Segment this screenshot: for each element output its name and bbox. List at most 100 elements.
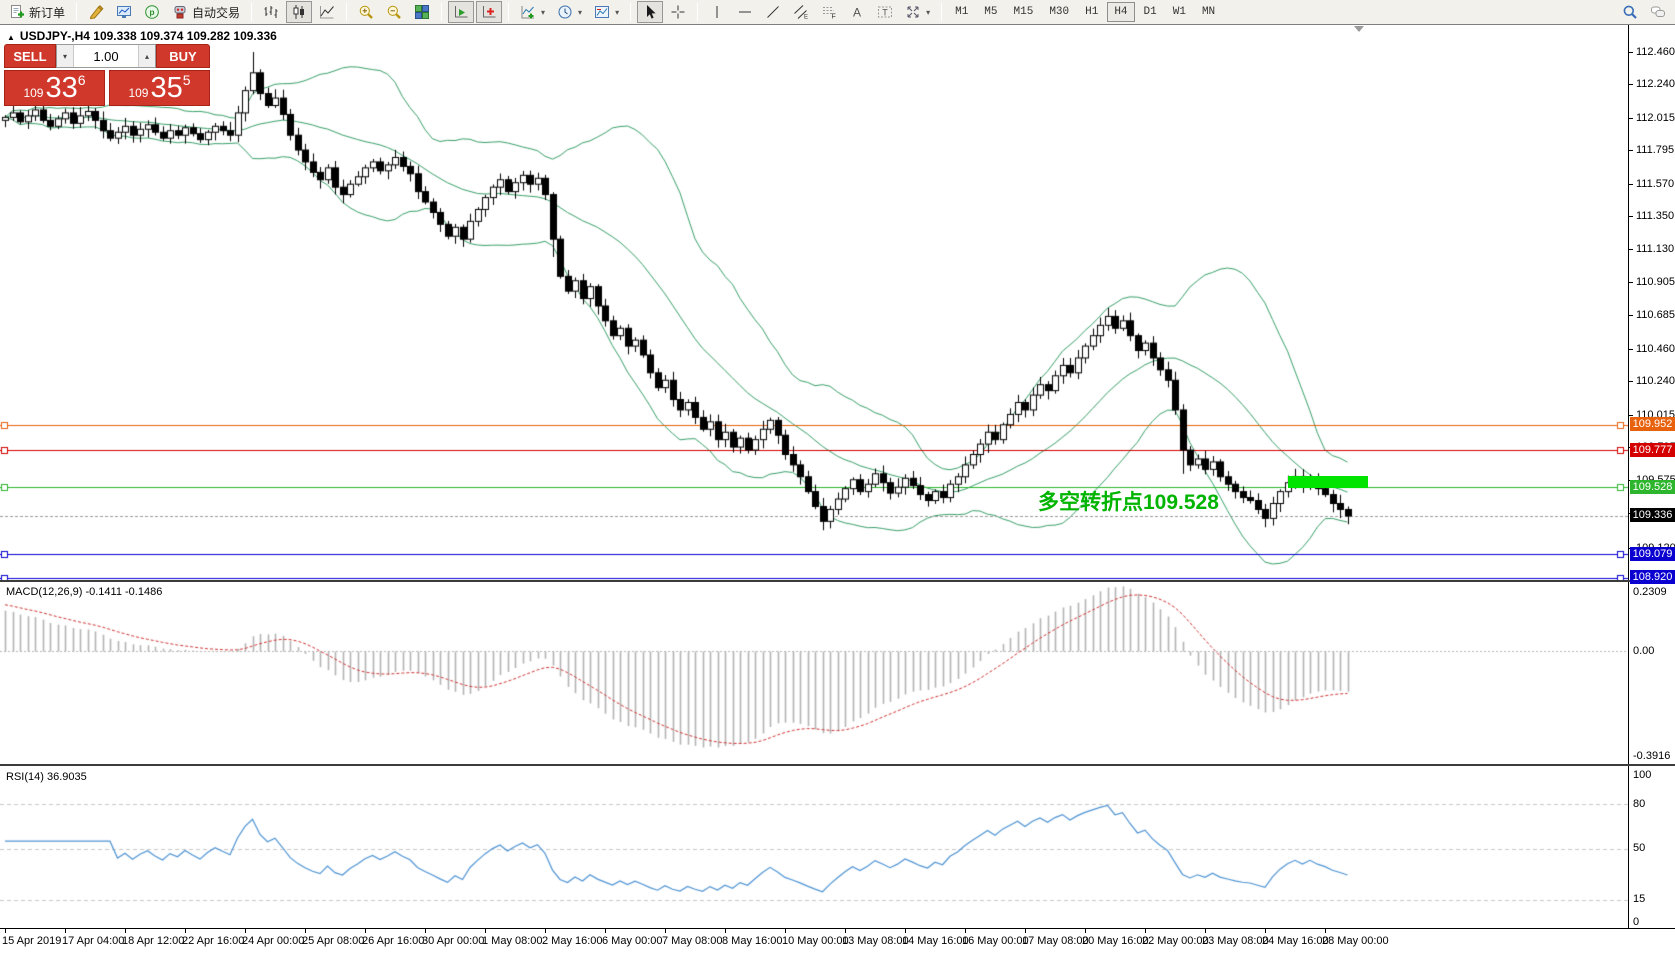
buy-price-panel[interactable]: 109 35 5	[109, 70, 210, 106]
time-tick	[245, 929, 246, 933]
time-label: 8 May 16:00	[722, 935, 783, 947]
chevron-down-icon[interactable]: ▾	[926, 7, 931, 17]
chart-shift-marker[interactable]	[1354, 26, 1364, 32]
signals-button[interactable]: p	[139, 1, 165, 23]
strategy-tester-button[interactable]	[111, 1, 137, 23]
rsi-axis-level: 80	[1633, 798, 1646, 810]
chevron-down-icon[interactable]: ▾	[615, 7, 620, 17]
horizontal-line-icon	[737, 4, 753, 20]
sell-price-prefix: 109	[23, 86, 44, 100]
sell-price-panel[interactable]: 109 33 6	[4, 70, 105, 106]
price-tick-label: 112.240	[1636, 78, 1675, 90]
chevron-down-icon[interactable]: ▾	[541, 7, 546, 17]
price-chart-canvas[interactable]	[0, 25, 1628, 580]
new-order-icon	[9, 4, 25, 20]
time-tick	[365, 929, 366, 933]
time-axis[interactable]: 15 Apr 2019 17 Apr 04:00 18 Apr 12:00 22 Ap…	[0, 928, 1675, 953]
horizontal-line-button[interactable]	[732, 1, 758, 23]
tile-windows-button[interactable]	[409, 1, 435, 23]
sell-button[interactable]: SELL	[4, 44, 56, 68]
timeframe-m15[interactable]: M15	[1007, 2, 1041, 22]
line-chart-button[interactable]	[314, 1, 340, 23]
toolbar-separator	[941, 3, 943, 21]
price-tick	[1629, 118, 1633, 119]
channel-icon: E	[793, 4, 809, 20]
search-button[interactable]	[1617, 1, 1643, 23]
text-button[interactable]: A	[844, 1, 870, 23]
time-tick	[425, 929, 426, 933]
price-tick-label: 110.460	[1636, 343, 1675, 355]
candlestick-button[interactable]	[286, 1, 313, 23]
hline-price-label: 109.952	[1630, 417, 1675, 431]
monitor-chart-icon	[116, 4, 132, 20]
tile-windows-icon	[414, 4, 430, 20]
time-label: 23 May 08:00	[1202, 935, 1269, 947]
time-tick	[545, 929, 546, 933]
signal-icon: p	[144, 4, 160, 20]
timeframe-h1[interactable]: H1	[1078, 2, 1105, 22]
timeframe-m5[interactable]: M5	[977, 2, 1004, 22]
price-tick	[1629, 216, 1633, 217]
time-tick	[785, 929, 786, 933]
rsi-panel-separator[interactable]	[0, 764, 1675, 766]
toolbar: 新订单 p 自动交易 ▾ ▾ ▾ E F A T ▾ M1 M5 M15 M30 H1 H4 D1 W1 MN	[0, 0, 1675, 25]
timeframe-w1[interactable]: W1	[1166, 2, 1193, 22]
timeframe-mn[interactable]: MN	[1195, 2, 1222, 22]
macd-panel-separator[interactable]	[0, 580, 1675, 582]
periods-button[interactable]: ▾	[552, 1, 587, 23]
metaeditor-button[interactable]	[83, 1, 109, 23]
zoom-in-icon	[358, 4, 374, 20]
price-tick-label: 111.350	[1636, 210, 1675, 222]
trendline-button[interactable]	[760, 1, 786, 23]
new-order-button[interactable]: 新订单	[4, 1, 70, 23]
cursor-button[interactable]	[637, 1, 664, 23]
timeframe-d1[interactable]: D1	[1137, 2, 1164, 22]
channel-button[interactable]: E	[788, 1, 814, 23]
highlight-rectangle[interactable]	[1288, 476, 1368, 488]
crosshair-button[interactable]	[665, 1, 691, 23]
time-label: 22 May 00:00	[1142, 935, 1209, 947]
zoom-out-button[interactable]	[381, 1, 407, 23]
svg-text:F: F	[832, 14, 836, 21]
rsi-indicator-label: RSI(14) 36.9035	[6, 771, 87, 783]
lot-decrease-button[interactable]: ▾	[57, 45, 74, 67]
fibonacci-button[interactable]: F	[816, 1, 842, 23]
timeframe-m1[interactable]: M1	[948, 2, 975, 22]
macd-indicator-label: MACD(12,26,9) -0.1411 -0.1486	[6, 586, 163, 598]
time-label: 1 May 08:00	[482, 935, 543, 947]
macd-panel-canvas[interactable]	[0, 584, 1628, 764]
vertical-line-icon	[709, 4, 725, 20]
time-label: 28 May 00:00	[1322, 935, 1389, 947]
time-tick	[185, 929, 186, 933]
zoom-in-button[interactable]	[353, 1, 379, 23]
bar-chart-button[interactable]	[258, 1, 284, 23]
time-label: 15 Apr 2019	[2, 935, 62, 947]
autotrading-button[interactable]: 自动交易	[167, 1, 245, 23]
buy-button[interactable]: BUY	[156, 44, 210, 68]
price-tick	[1629, 282, 1633, 283]
text-label-button[interactable]: T	[872, 1, 898, 23]
one-click-trading-toggle[interactable]: ▲	[7, 33, 15, 42]
indicators-button[interactable]: ▾	[515, 1, 550, 23]
time-tick	[665, 929, 666, 933]
timeframe-m30[interactable]: M30	[1042, 2, 1076, 22]
arrows-button[interactable]: ▾	[900, 1, 935, 23]
time-label: 22 Apr 16:00	[182, 935, 245, 947]
chart-shift-button[interactable]	[476, 1, 503, 23]
time-tick	[1265, 929, 1266, 933]
vertical-line-button[interactable]	[704, 1, 730, 23]
buy-price-big: 35	[150, 72, 183, 104]
chevron-down-icon[interactable]: ▾	[578, 7, 583, 17]
templates-button[interactable]: ▾	[589, 1, 624, 23]
time-tick	[965, 929, 966, 933]
chart-annotation-text[interactable]: 多空转折点109.528	[1038, 491, 1219, 514]
lot-size-input[interactable]	[74, 45, 138, 67]
symbol-ohlc-text: USDJPY-,H4 109.338 109.374 109.282 109.3…	[19, 29, 277, 43]
auto-scroll-button[interactable]	[448, 1, 475, 23]
timeframe-h4[interactable]: H4	[1107, 2, 1135, 22]
time-tick	[905, 929, 906, 933]
price-tick	[1629, 249, 1633, 250]
rsi-panel-canvas[interactable]	[0, 768, 1628, 928]
lot-increase-button[interactable]: ▴	[138, 45, 155, 67]
chat-button[interactable]	[1645, 1, 1671, 23]
